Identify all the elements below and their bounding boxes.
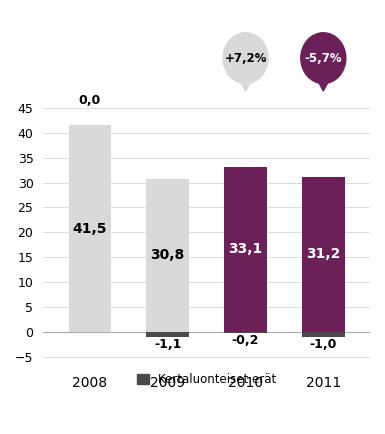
Text: 31,2: 31,2: [306, 247, 340, 261]
Bar: [146, 179, 189, 332]
Text: +7,2%: +7,2%: [224, 52, 267, 65]
Text: -0,2: -0,2: [232, 334, 259, 347]
Bar: [224, 167, 267, 332]
Text: -1,0: -1,0: [310, 338, 337, 351]
Bar: [302, 177, 345, 332]
Bar: [146, 332, 189, 337]
Bar: [302, 332, 345, 337]
Text: 41,5: 41,5: [73, 221, 107, 236]
Bar: [69, 125, 111, 332]
Text: 30,8: 30,8: [151, 248, 185, 262]
Text: 0,0: 0,0: [79, 94, 101, 106]
Text: 33,1: 33,1: [228, 243, 263, 256]
Text: -5,7%: -5,7%: [305, 52, 342, 65]
Text: -1,1: -1,1: [154, 338, 181, 351]
Legend: Kertaluonteiset erät: Kertaluonteiset erät: [132, 368, 281, 391]
